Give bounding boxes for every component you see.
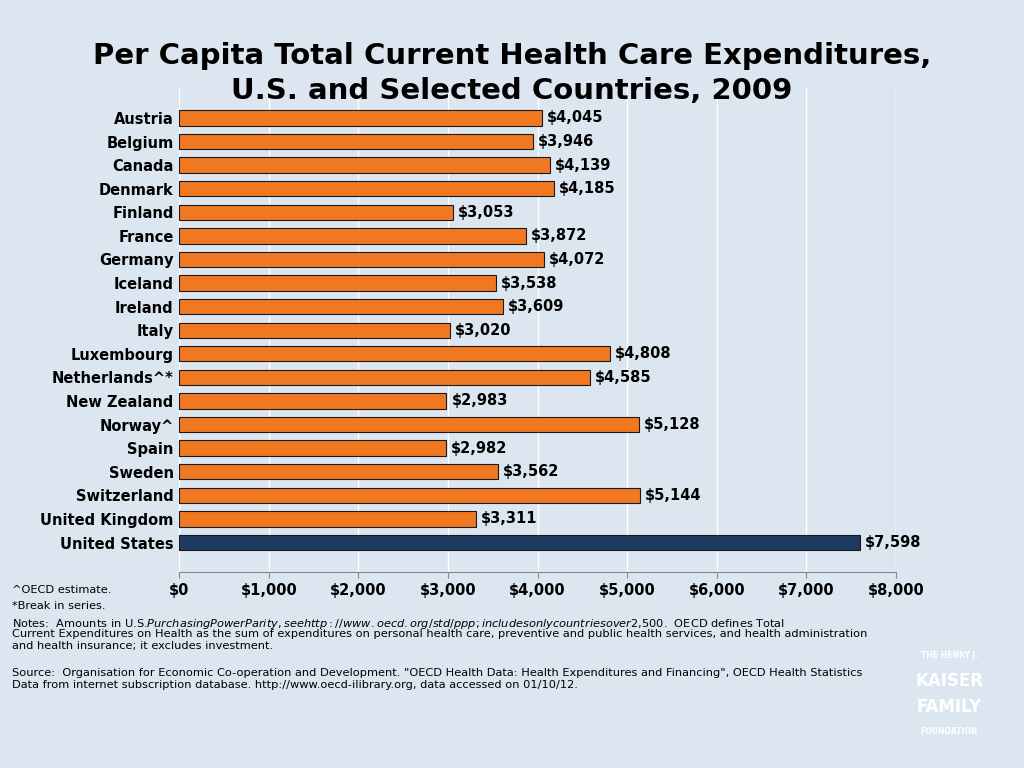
Bar xyxy=(179,276,497,291)
Text: Current Expenditures on Health as the sum of expenditures on personal health car: Current Expenditures on Health as the su… xyxy=(12,629,867,639)
Bar xyxy=(179,323,450,338)
Bar xyxy=(179,299,503,314)
Text: Per Capita Total Current Health Care Expenditures,
U.S. and Selected Countries, : Per Capita Total Current Health Care Exp… xyxy=(93,42,931,105)
Bar xyxy=(179,535,860,550)
Bar xyxy=(179,111,542,126)
Text: $4,185: $4,185 xyxy=(559,181,615,197)
Text: $3,872: $3,872 xyxy=(531,228,588,243)
Text: $3,053: $3,053 xyxy=(458,205,514,220)
Bar xyxy=(179,252,544,267)
Bar xyxy=(179,511,476,527)
Bar xyxy=(179,157,550,173)
Text: and health insurance; it excludes investment.: and health insurance; it excludes invest… xyxy=(12,641,273,651)
Text: $3,946: $3,946 xyxy=(538,134,594,149)
Bar xyxy=(179,228,526,243)
Text: $5,144: $5,144 xyxy=(645,488,701,503)
Text: KAISER: KAISER xyxy=(915,672,983,690)
Text: $3,562: $3,562 xyxy=(503,464,560,479)
Text: $3,311: $3,311 xyxy=(481,511,538,526)
Bar xyxy=(179,134,532,149)
Text: $4,808: $4,808 xyxy=(615,346,672,361)
Text: FOUNDATION: FOUNDATION xyxy=(921,727,978,736)
Text: $3,020: $3,020 xyxy=(455,323,511,338)
Text: $5,128: $5,128 xyxy=(644,417,700,432)
Text: FAMILY: FAMILY xyxy=(916,698,982,717)
Text: $4,045: $4,045 xyxy=(547,111,603,125)
Bar xyxy=(179,204,453,220)
Text: *Break in series.: *Break in series. xyxy=(12,601,105,611)
Text: Notes:  Amounts in U.S.$ Purchasing Power Parity, see http://www.oecd.org/std/pp: Notes: Amounts in U.S.$ Purchasing Power… xyxy=(12,617,785,631)
Text: ^OECD estimate.: ^OECD estimate. xyxy=(12,585,112,595)
Bar xyxy=(179,369,590,385)
Text: $7,598: $7,598 xyxy=(865,535,922,550)
Bar xyxy=(179,346,610,362)
Text: $3,538: $3,538 xyxy=(501,276,558,290)
Bar xyxy=(179,464,499,479)
Text: $4,072: $4,072 xyxy=(549,252,605,267)
Text: $3,609: $3,609 xyxy=(508,300,564,314)
Bar xyxy=(179,393,446,409)
Text: $2,982: $2,982 xyxy=(452,441,508,455)
Text: $4,139: $4,139 xyxy=(555,157,611,173)
Text: Data from internet subscription database. http://www.oecd-ilibrary.org, data acc: Data from internet subscription database… xyxy=(12,680,579,690)
Text: $4,585: $4,585 xyxy=(595,370,651,385)
Text: Source:  Organisation for Economic Co-operation and Development. "OECD Health Da: Source: Organisation for Economic Co-ope… xyxy=(12,668,862,678)
Text: THE HENRY J.: THE HENRY J. xyxy=(921,650,978,660)
Bar xyxy=(179,441,446,456)
Bar xyxy=(179,488,640,503)
Bar xyxy=(179,181,554,197)
Text: $2,983: $2,983 xyxy=(452,393,508,409)
Bar xyxy=(179,417,639,432)
